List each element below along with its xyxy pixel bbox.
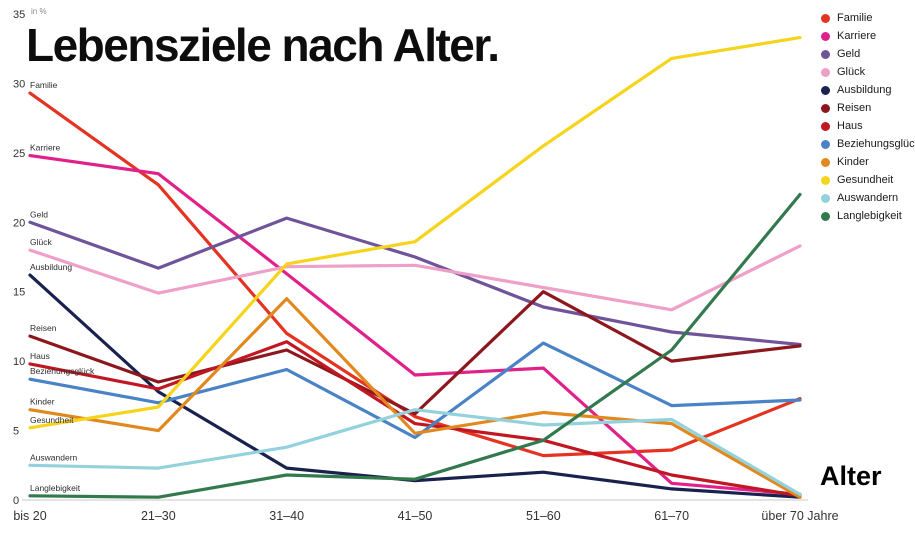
y-axis-tick-label: 20 — [13, 217, 25, 229]
x-axis-tick-label: über 70 Jahre — [761, 509, 838, 523]
legend-swatch-icon — [821, 49, 830, 59]
y-axis-tick-label: 25 — [13, 148, 25, 160]
legend-item: Gesundheit — [821, 174, 915, 186]
y-axis-tick-label: 0 — [13, 495, 19, 507]
legend-label: Karriere — [837, 30, 877, 42]
series-line-haus — [28, 340, 802, 498]
legend-item: Reisen — [821, 102, 915, 114]
x-axis-tick-label: 21–30 — [141, 509, 176, 523]
series-line-beziehungsglück — [28, 341, 802, 440]
legend-item: Ausbildung — [821, 84, 915, 96]
x-axis-tick-label: 31–40 — [269, 509, 304, 523]
legend-swatch-icon — [821, 85, 830, 95]
legend-item: Karriere — [821, 30, 915, 42]
series-start-label: Langlebigkeit — [30, 483, 81, 493]
legend-swatch-icon — [821, 193, 830, 203]
series-start-label: Glück — [30, 237, 52, 247]
y-axis-tick-label: 10 — [13, 356, 25, 368]
legend-label: Kinder — [837, 156, 869, 168]
y-axis-tick-label: 30 — [13, 78, 25, 90]
legend-label: Familie — [837, 12, 873, 24]
x-axis-tick-label: bis 20 — [13, 509, 46, 523]
legend-swatch-icon — [821, 157, 830, 167]
series-start-label: Beziehungsglück — [30, 366, 95, 376]
legend-item: Geld — [821, 48, 915, 60]
y-axis-tick-label: 5 — [13, 426, 19, 438]
legend-item: Glück — [821, 66, 915, 78]
legend-item: Auswandern — [821, 192, 915, 204]
series-start-label: Haus — [30, 351, 50, 361]
series-line-auswandern — [28, 408, 802, 496]
series-start-label: Karriere — [30, 143, 61, 153]
x-axis-title: Alter — [820, 461, 882, 491]
legend-label: Geld — [837, 48, 861, 60]
series-line-karriere — [28, 154, 802, 496]
legend-swatch-icon — [821, 13, 830, 23]
legend-item: Haus — [821, 120, 915, 132]
x-axis-tick-label: 41–50 — [398, 509, 433, 523]
series-line-kinder — [28, 297, 802, 499]
legend-swatch-icon — [821, 139, 830, 149]
legend-label: Glück — [837, 66, 866, 78]
y-axis-tick-label: 15 — [13, 287, 25, 299]
series-start-label: Ausbildung — [30, 262, 72, 272]
x-axis-tick-label: 61–70 — [654, 509, 689, 523]
legend-item: Kinder — [821, 156, 915, 168]
legend-swatch-icon — [821, 121, 830, 131]
legend-swatch-icon — [821, 211, 830, 221]
series-start-label: Familie — [30, 80, 58, 90]
legend-item: Familie — [821, 12, 915, 24]
x-axis-tick-label: 51–60 — [526, 509, 561, 523]
legend-item: Beziehungsglück — [821, 138, 915, 150]
y-axis-tick-label: 35 — [13, 9, 25, 21]
series-start-label: Gesundheit — [30, 415, 74, 425]
series-start-label: Reisen — [30, 323, 57, 333]
series-start-label: Auswandern — [30, 452, 78, 462]
legend-swatch-icon — [821, 67, 830, 77]
series-line-reisen — [28, 290, 802, 416]
legend-label: Ausbildung — [837, 84, 892, 96]
series-line-gesundheit — [28, 35, 802, 430]
chart-title: Lebensziele nach Alter. — [26, 19, 500, 71]
legend: Familie Karriere Geld Glück Ausbildung Reisen… — [821, 12, 915, 222]
legend-label: Reisen — [837, 102, 872, 114]
series-start-label: Kinder — [30, 397, 55, 407]
series-start-label: Geld — [30, 209, 48, 219]
legend-label: Gesundheit — [837, 174, 894, 186]
legend-label: Beziehungsglück — [837, 138, 915, 150]
series-line-langlebigkeit — [28, 192, 802, 499]
legend-label: Haus — [837, 120, 863, 132]
legend-swatch-icon — [821, 175, 830, 185]
series-line-glück — [28, 244, 802, 312]
legend-item: Langlebigkeit — [821, 210, 915, 222]
legend-swatch-icon — [821, 31, 830, 41]
legend-swatch-icon — [821, 103, 830, 113]
legend-label: Langlebigkeit — [837, 210, 902, 222]
series-line-geld — [28, 216, 802, 347]
unit-label: in % — [31, 7, 47, 16]
legend-label: Auswandern — [837, 192, 899, 204]
series-line-familie — [28, 91, 802, 458]
